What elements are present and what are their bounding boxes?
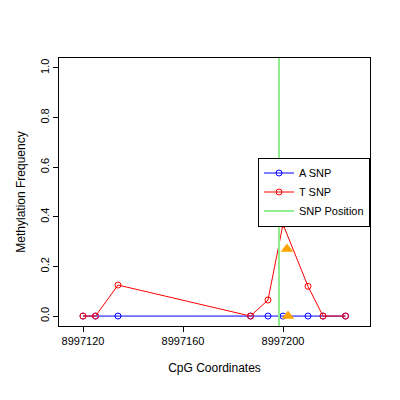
- svg-text:8997120: 8997120: [62, 335, 105, 347]
- svg-text:0.8: 0.8: [39, 108, 51, 123]
- svg-text:Methylation Frequency: Methylation Frequency: [14, 131, 28, 252]
- svg-text:CpG Coordinates: CpG Coordinates: [168, 361, 261, 375]
- svg-text:1.0: 1.0: [39, 59, 51, 74]
- svg-text:8997160: 8997160: [162, 335, 205, 347]
- svg-text:8997200: 8997200: [262, 335, 305, 347]
- svg-text:0.2: 0.2: [39, 257, 51, 272]
- svg-text:0.4: 0.4: [39, 208, 51, 223]
- svg-text:0.6: 0.6: [39, 158, 51, 173]
- svg-text:T SNP: T SNP: [299, 186, 331, 198]
- svg-text:0.0: 0.0: [39, 307, 51, 322]
- svg-text:A SNP: A SNP: [299, 167, 331, 179]
- svg-text:SNP Position: SNP Position: [299, 205, 364, 217]
